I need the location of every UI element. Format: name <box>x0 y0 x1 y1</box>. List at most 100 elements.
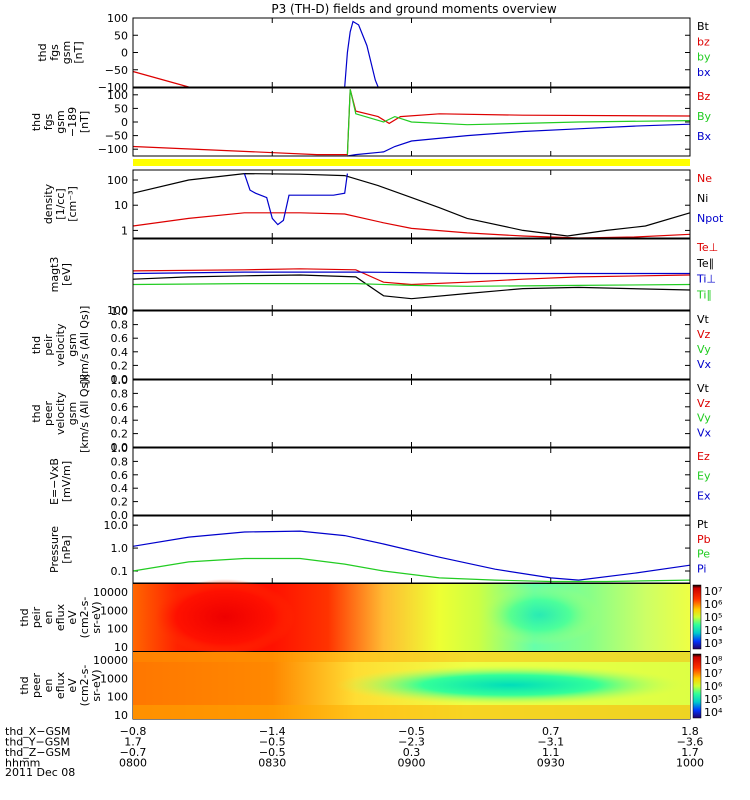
ephemeris-value: −0.7 <box>120 746 147 759</box>
y-axis-label: (cm2-s- <box>78 665 91 707</box>
y-axis-label: −189 <box>66 107 79 137</box>
y-axis-label: sr-eV) <box>90 669 103 701</box>
y-tick-label: 0.4 <box>111 346 129 359</box>
legend-entry: By <box>697 110 712 123</box>
y-tick-label: 0.4 <box>111 414 129 427</box>
ephemeris-value: −0.5 <box>259 736 286 749</box>
ephemeris-row-label: thd_Z−GSM <box>5 746 71 759</box>
y-tick-label: 10000 <box>93 586 128 599</box>
y-tick-label: 50 <box>114 29 128 42</box>
panel-peer: thd peer velocity gsm [km/s (All Qs)] 1.00.80… <box>30 374 712 454</box>
legend-entry: Vy <box>697 343 711 356</box>
y-tick-label: 0 <box>121 47 128 60</box>
ephemeris-value: 0930 <box>537 757 565 770</box>
y-tick-label: 0.8 <box>111 387 129 400</box>
legend-entry: Ti⊥ <box>696 273 716 286</box>
series-line-density-0 <box>132 172 691 237</box>
legend-entry: Pi <box>697 562 706 575</box>
y-axis-label: peir <box>30 606 43 628</box>
y-tick-label: −100 <box>98 143 128 156</box>
legend-entry: Vx <box>697 426 712 439</box>
ephemeris-row-label: thd_X−GSM <box>5 725 71 738</box>
legend-entry: Ez <box>697 450 710 463</box>
y-tick-label: 100 <box>107 623 128 636</box>
y-axis-label: eflux <box>54 603 67 631</box>
ephemeris-value: 1.8 <box>681 725 699 738</box>
y-axis-label: thd <box>18 676 31 694</box>
series-line-density-2 <box>243 173 348 226</box>
y-tick-label: 50 <box>114 102 128 115</box>
y-tick-label: 0.2 <box>111 428 129 441</box>
series-line-fgs189-1 <box>346 89 691 155</box>
y-axis-label: peer <box>30 673 43 699</box>
panel-frame <box>132 379 691 448</box>
colorbar-tick-label: 10⁶ <box>704 680 723 693</box>
legend-entry: Ex <box>697 489 711 502</box>
y-tick-label: 0.0 <box>111 509 129 522</box>
peir-heatmap-cool-region <box>480 585 600 645</box>
ephemeris-value: 0800 <box>119 757 147 770</box>
colorbar-tick-label: 10³ <box>704 637 722 650</box>
y-axis-label: eflux <box>54 671 67 699</box>
y-tick-label: −100 <box>98 81 128 94</box>
colorbar-tick-label: 10⁶ <box>704 598 723 611</box>
ephemeris-value: 0.7 <box>542 725 560 738</box>
series-line-magt3-1 <box>132 274 691 300</box>
y-axis-label: eV <box>66 610 79 625</box>
ephemeris-value: −1.4 <box>259 725 286 738</box>
y-tick-label: 100 <box>107 12 128 25</box>
panel-magt3: magt3 [eV] 100 Te⊥ Te∥ Ti⊥ Ti∥ <box>48 238 718 317</box>
series-line-pressure-0 <box>132 530 691 581</box>
y-axis-label: [1/cc] <box>54 188 67 219</box>
ephemeris-value: 0900 <box>398 757 426 770</box>
y-tick-label: 0.0 <box>111 441 129 454</box>
y-axis-label: fgs <box>48 44 61 61</box>
legend-entry: Ti∥ <box>696 288 712 301</box>
y-tick-label: 0.6 <box>111 401 129 414</box>
y-tick-label: 10 <box>114 641 128 654</box>
y-tick-label: 1 <box>121 224 128 237</box>
y-axis-label: [nT] <box>72 41 85 63</box>
legend-entry: bx <box>697 66 711 79</box>
y-axis-label: thd <box>36 43 49 61</box>
y-tick-label: 0.2 <box>111 496 129 509</box>
y-tick-label: 0.8 <box>111 455 129 468</box>
peer-spectrogram <box>133 652 690 719</box>
y-tick-label: 10 <box>114 709 128 722</box>
y-axis-label: en <box>42 679 55 693</box>
y-axis-label: Pressure <box>48 526 61 573</box>
ephemeris-value: 1.7 <box>124 736 142 749</box>
y-axis-label: gsm <box>60 41 73 64</box>
y-axis-label: thd <box>30 404 43 422</box>
y-axis-label: fgs <box>42 113 55 130</box>
legend-entry: Bz <box>697 90 711 103</box>
y-axis-label: en <box>42 611 55 625</box>
ephemeris-value: 0.3 <box>403 746 421 759</box>
y-axis-label: E=−VxB <box>48 458 61 505</box>
y-tick-label: −50 <box>105 64 128 77</box>
colorbar-tick-label: 10⁴ <box>704 624 723 637</box>
legend-entry: Te∥ <box>696 257 714 270</box>
y-axis-label: velocity <box>54 392 67 435</box>
colorbar-peir <box>692 584 702 650</box>
colorbar-tick-label: 10⁵ <box>704 611 722 624</box>
y-axis-label: thd <box>18 608 31 626</box>
legend-entry: Vx <box>697 358 712 371</box>
ephemeris-value: 0830 <box>258 757 286 770</box>
y-tick-label: 1000 <box>100 672 128 685</box>
y-tick-label: 0 <box>121 116 128 129</box>
y-tick-label: 10 <box>114 199 128 212</box>
peir-spectrogram <box>133 579 690 655</box>
series-line-magt3-3 <box>132 283 691 287</box>
series-line-fgs-1 <box>344 20 379 88</box>
y-axis-label: peer <box>42 401 55 427</box>
y-tick-label: 1.0 <box>111 374 129 387</box>
y-axis-label: [km/s (All Qs)] <box>78 306 91 385</box>
series-line-fgs-0 <box>132 70 189 88</box>
y-tick-label: 0.1 <box>111 565 129 578</box>
peer-heatmap-cool-region <box>335 665 685 705</box>
y-tick-label: 100 <box>107 304 128 317</box>
